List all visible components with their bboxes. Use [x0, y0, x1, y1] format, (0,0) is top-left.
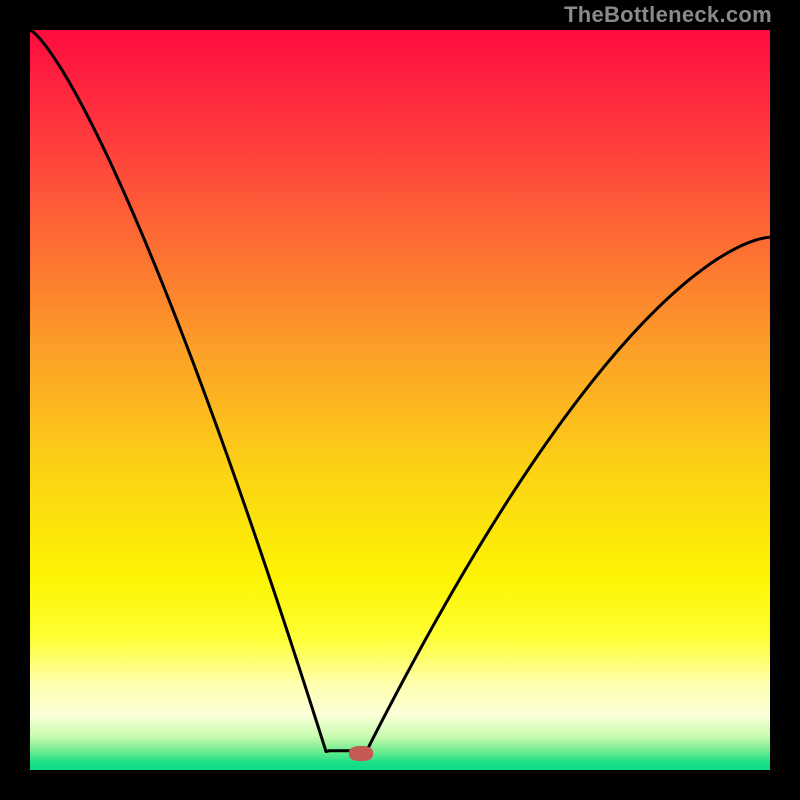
optimum-marker — [349, 746, 373, 761]
plot-area — [30, 30, 770, 770]
watermark-text: TheBottleneck.com — [564, 2, 772, 28]
bottleneck-curve — [30, 30, 770, 770]
